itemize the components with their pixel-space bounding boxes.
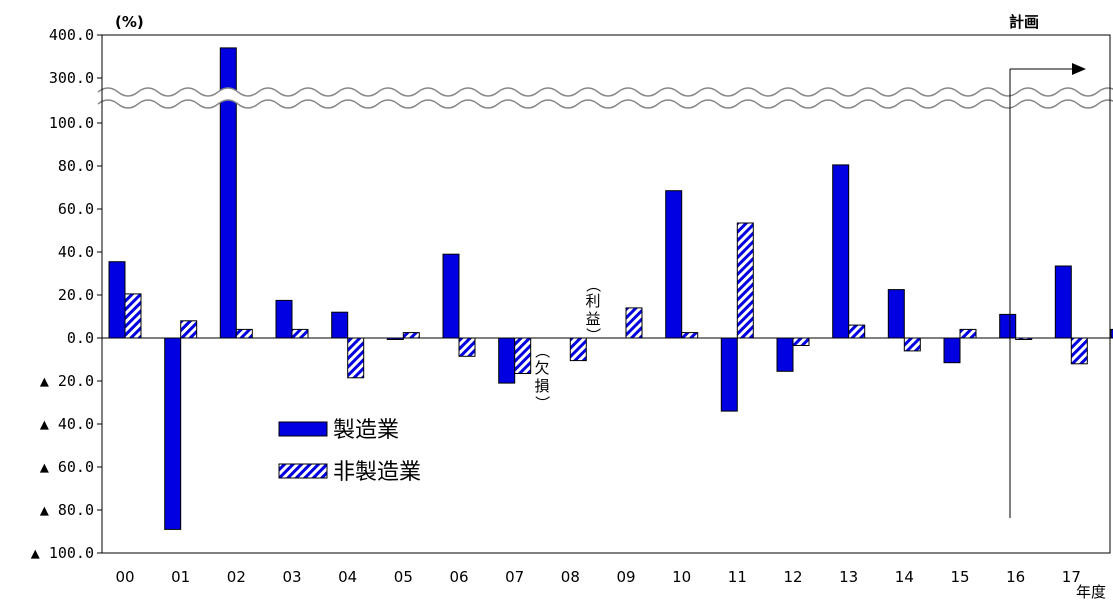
y-tick-label: 80.0 (58, 157, 94, 175)
bar-manufacturing (332, 312, 348, 338)
y-tick-label: ▲ 20.0 (40, 372, 94, 390)
bar-manufacturing (777, 338, 793, 371)
plot-frame (102, 35, 1110, 553)
y-tick-label: ▲ 60.0 (40, 458, 94, 476)
x-tick-label: 06 (449, 568, 468, 586)
bar-non-manufacturing (793, 338, 809, 346)
bar-manufacturing (944, 338, 960, 363)
profit-annotation-char: （ (584, 277, 602, 292)
axis-break (98, 88, 1113, 108)
bar-manufacturing (499, 338, 515, 383)
legend-label-non-manufacturing: 非製造業 (333, 460, 421, 485)
bar-non-manufacturing (737, 223, 753, 338)
bar-non-manufacturing (459, 338, 475, 356)
x-tick-label: 16 (1006, 568, 1025, 586)
y-tick-label: 0.0 (67, 329, 94, 347)
y-tick-label: 40.0 (58, 243, 94, 261)
axis-break-band (98, 88, 1113, 108)
x-tick-label: 09 (616, 568, 635, 586)
bar-manufacturing (165, 338, 181, 529)
x-tick-label: 15 (950, 568, 969, 586)
bar-manufacturing (1055, 266, 1071, 338)
x-tick-label: 03 (282, 568, 301, 586)
plan-label: 計画 (1009, 13, 1039, 31)
plan-marker-arrowhead (1072, 63, 1086, 75)
loss-annotation-char: 損 (534, 377, 549, 395)
legend-swatch-non-manufacturing (279, 464, 327, 478)
y-tick-label: ▲ 100.0 (31, 544, 94, 562)
bar-manufacturing (1000, 314, 1016, 338)
y-tick-label: ▲ 40.0 (40, 415, 94, 433)
bar-non-manufacturing (960, 329, 976, 338)
x-tick-label: 04 (338, 568, 357, 586)
bar-non-manufacturing (292, 329, 308, 338)
x-tick-label: 01 (171, 568, 190, 586)
x-tick-label: 02 (227, 568, 246, 586)
y-tick-label: ▲ 80.0 (40, 501, 94, 519)
profit-annotation-char: 利 (585, 292, 600, 310)
y-tick-label: 400.0 (49, 26, 94, 44)
bar-non-manufacturing (626, 308, 642, 338)
axes (97, 35, 1110, 553)
bar-non-manufacturing (849, 325, 865, 338)
x-tick-label: 14 (895, 568, 914, 586)
x-tick-label: 13 (839, 568, 858, 586)
bar-non-manufacturing (181, 321, 197, 338)
bars-layer (109, 48, 1113, 530)
bar-manufacturing (833, 165, 849, 338)
loss-annotation-char: 欠 (534, 359, 549, 377)
y-tick-label: 60.0 (58, 200, 94, 218)
bar-non-manufacturing (348, 338, 364, 378)
y-unit-label: (%) (115, 13, 144, 31)
bar-non-manufacturing (904, 338, 920, 351)
x-axis-suffix: 年度 (1076, 583, 1106, 601)
x-tick-label: 07 (505, 568, 524, 586)
bar-non-manufacturing (1071, 338, 1087, 364)
bar-manufacturing (888, 290, 904, 338)
bar-manufacturing (276, 300, 292, 338)
y-tick-label: 100.0 (49, 114, 94, 132)
y-tick-label: 300.0 (49, 69, 94, 87)
x-tick-label: 11 (728, 568, 747, 586)
loss-annotation-char: ） (533, 395, 551, 410)
bar-non-manufacturing (515, 338, 531, 374)
x-tick-label: 00 (115, 568, 134, 586)
x-tick-label: 05 (394, 568, 413, 586)
bar-non-manufacturing (682, 333, 698, 338)
bar-non-manufacturing (236, 329, 252, 338)
legend-label-manufacturing: 製造業 (333, 418, 399, 443)
bar-non-manufacturing (125, 294, 141, 338)
bar-manufacturing (666, 191, 682, 338)
legend-swatch-manufacturing (279, 422, 327, 436)
x-tick-label: 10 (672, 568, 691, 586)
x-tick-label: 12 (783, 568, 802, 586)
loss-annotation-char: （ (533, 343, 551, 358)
profit-annotation-char: ） (584, 327, 602, 342)
bar-manufacturing (109, 262, 125, 338)
bar-manufacturing (721, 338, 737, 411)
profit-annotation-char: 益 (585, 310, 600, 328)
bar-non-manufacturing (403, 333, 419, 338)
bar-manufacturing (443, 254, 459, 338)
y-tick-label: 20.0 (58, 286, 94, 304)
x-tick-label: 08 (561, 568, 580, 586)
bar-non-manufacturing (570, 338, 586, 361)
